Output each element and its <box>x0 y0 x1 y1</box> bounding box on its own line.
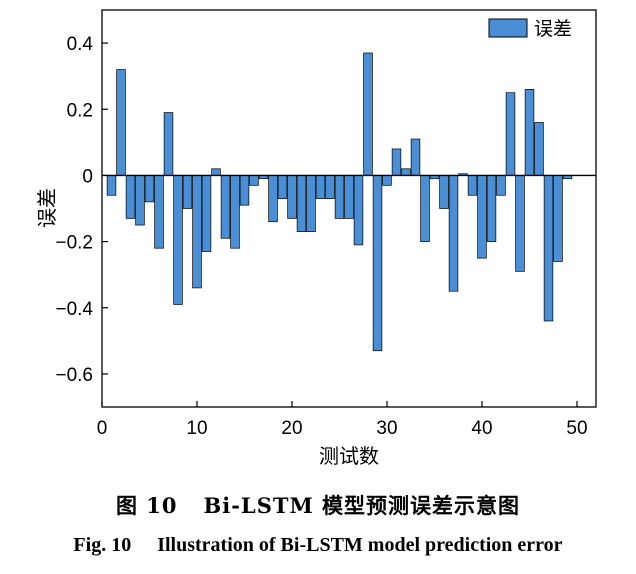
x-tick-label: 30 <box>376 418 397 439</box>
bar <box>524 89 535 176</box>
bar <box>496 175 506 196</box>
y-tick-label: −0.4 <box>55 299 93 320</box>
x-tick-label: 20 <box>281 418 302 439</box>
y-tick-label: 0.4 <box>67 34 94 55</box>
bar <box>163 112 174 176</box>
y-tick-label: −0.6 <box>55 365 93 386</box>
caption-en-figure-number: Fig. 10 <box>73 534 132 556</box>
caption-zh-title: Bi-LSTM 模型预测误差示意图 <box>203 493 521 518</box>
caption-chinese: 图 10 Bi-LSTM 模型预测误差示意图 <box>0 490 636 520</box>
bar <box>382 175 392 186</box>
caption-en-title: Illustration of Bi-LSTM model prediction… <box>157 534 563 556</box>
bar <box>505 92 516 176</box>
bar <box>353 175 364 246</box>
x-axis-label: 测试数 <box>319 444 379 468</box>
legend-label: 误差 <box>534 18 572 40</box>
bar <box>391 148 402 176</box>
caption-english: Fig. 10 Illustration of Bi-LSTM model pre… <box>0 534 636 557</box>
bar <box>277 175 288 199</box>
bar <box>192 175 202 289</box>
bar <box>477 175 487 259</box>
bar <box>116 69 126 176</box>
legend-swatch <box>488 18 528 38</box>
x-tick-label: 10 <box>186 418 207 439</box>
bar <box>420 175 430 242</box>
bars-group <box>106 52 573 352</box>
bar <box>182 175 193 209</box>
plot-frame <box>101 9 597 408</box>
bar <box>144 175 155 203</box>
y-tick-label: 0.2 <box>67 100 93 121</box>
bar <box>334 175 345 219</box>
x-tick-label: 50 <box>566 418 587 439</box>
x-tick-label: 0 <box>97 418 108 439</box>
bar <box>363 52 373 176</box>
y-axis: 0.4 0.2 0 −0.2 −0.4 −0.6 <box>55 34 108 386</box>
y-tick-label: 0 <box>82 166 93 187</box>
x-axis: 0 10 20 30 40 50 <box>97 401 588 439</box>
bar <box>201 175 212 252</box>
bar <box>344 175 354 219</box>
bar <box>154 175 164 249</box>
bar <box>315 175 326 199</box>
bar <box>553 175 563 262</box>
y-tick-label: −0.2 <box>55 233 93 254</box>
bar <box>135 175 145 226</box>
bar <box>268 175 278 223</box>
bar <box>515 175 525 272</box>
bar <box>211 168 221 176</box>
bar <box>239 175 250 206</box>
bar <box>287 175 297 219</box>
bar <box>296 175 307 233</box>
y-axis-label: 误差 <box>35 188 59 228</box>
error-bar-chart: 0 10 20 30 40 50 0.4 0.2 0 −0.2 −0.4 −0.6 测试数 误差 误… <box>35 9 597 468</box>
bar <box>125 175 136 219</box>
bar <box>534 122 544 176</box>
bar <box>220 175 231 239</box>
bar <box>230 175 240 249</box>
bar <box>306 175 316 233</box>
bar <box>410 138 421 176</box>
caption-zh-figure-number: 图 10 <box>115 493 178 518</box>
x-tick-label: 40 <box>471 418 492 439</box>
bar <box>467 175 478 196</box>
bar <box>401 168 411 176</box>
bar <box>173 175 183 305</box>
bar <box>372 175 383 352</box>
legend: 误差 <box>488 18 572 40</box>
bar <box>486 175 497 242</box>
bar <box>439 175 449 209</box>
bar <box>543 175 554 322</box>
bar <box>249 175 259 186</box>
bar <box>325 175 335 199</box>
bar <box>106 175 117 196</box>
bar <box>448 175 459 292</box>
